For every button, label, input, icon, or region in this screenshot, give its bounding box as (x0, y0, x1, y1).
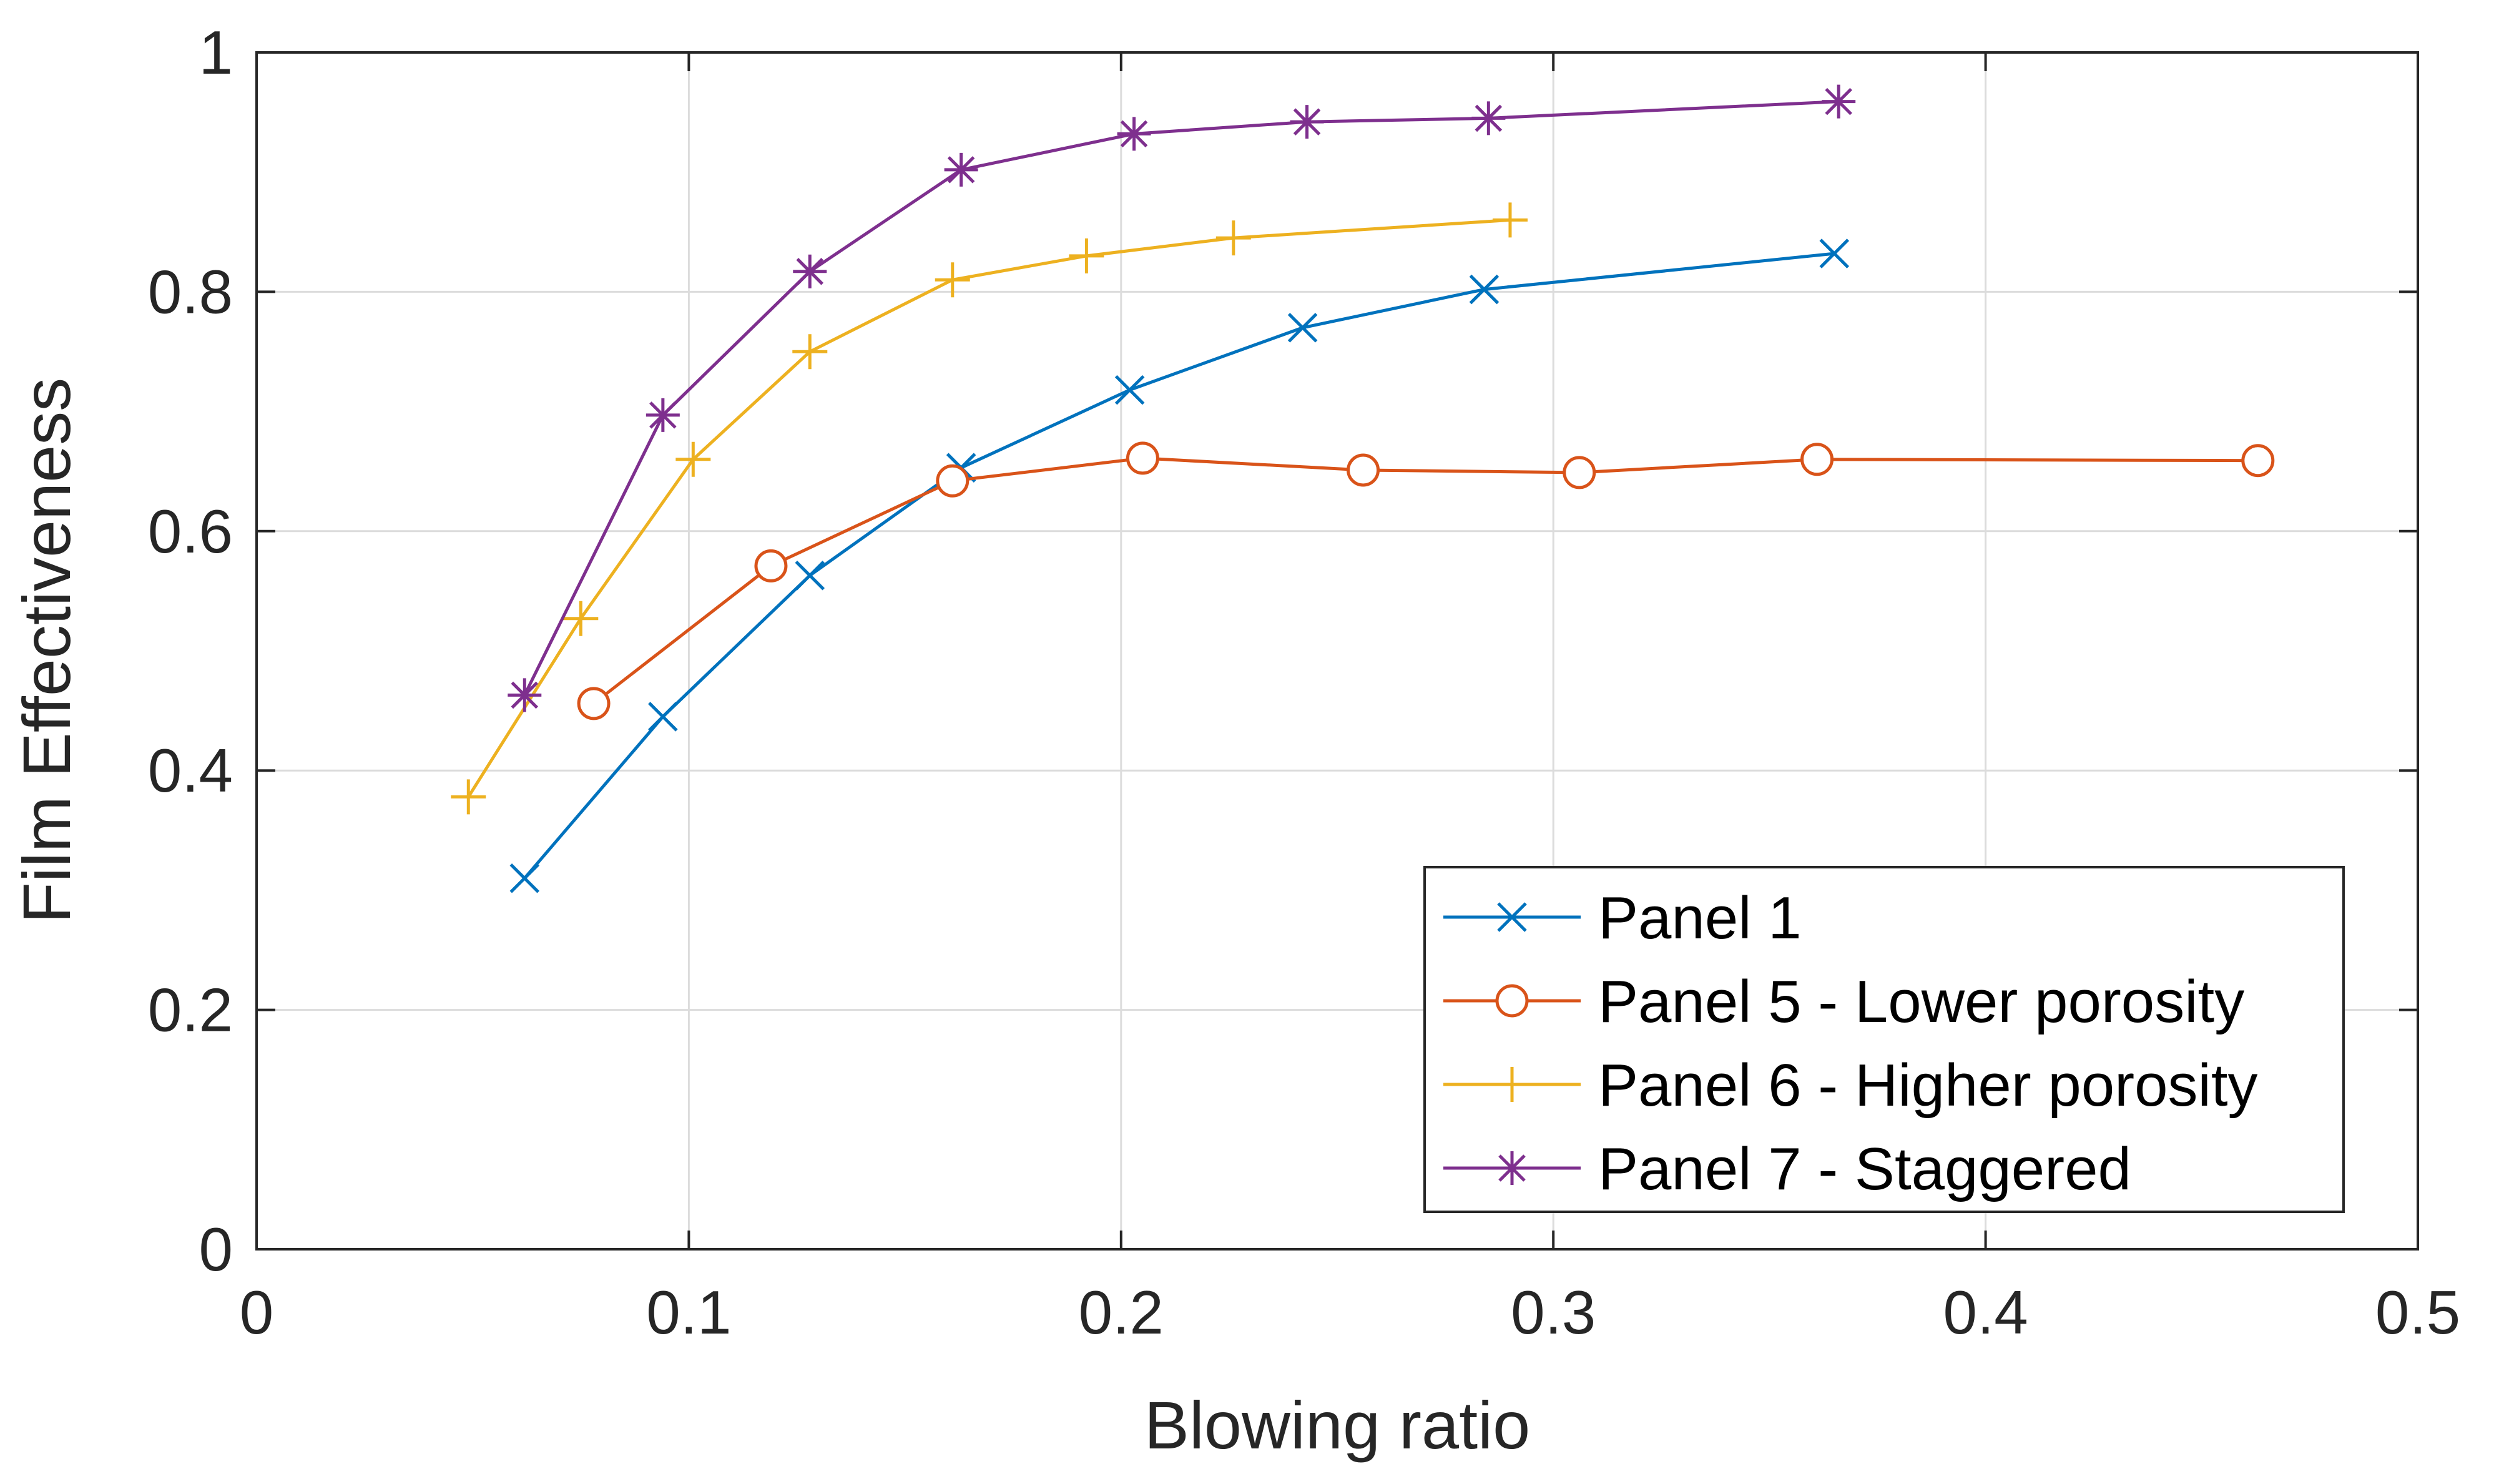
legend-marker (1495, 1067, 1529, 1102)
data-point (1347, 453, 1380, 487)
data-point (795, 560, 825, 591)
data-point (508, 678, 542, 712)
y-tick-label: 0 (199, 1215, 233, 1284)
series-2 (577, 441, 2275, 720)
data-point (793, 254, 827, 288)
data-point (1563, 456, 1596, 489)
legend-entry: Panel 5 - Lower porosity (1443, 968, 2244, 1035)
data-point (1469, 274, 1500, 305)
x-tick-label: 0.3 (1511, 1278, 1596, 1347)
legend: Panel 1 Panel 5 - Lower porosity Panel 6 -… (1423, 866, 2345, 1213)
data-point (451, 779, 486, 815)
data-point (1114, 375, 1145, 405)
x-tick-label: 0.2 (1079, 1278, 1164, 1347)
data-point (1822, 84, 1856, 119)
y-tick-label: 0.4 (148, 736, 233, 805)
data-point (1287, 313, 1318, 343)
series-line (523, 252, 1835, 880)
legend-label: Panel 5 - Lower porosity (1598, 968, 2244, 1035)
legend-marker (1495, 1151, 1529, 1185)
legend-marker (1495, 984, 1529, 1018)
data-point (2241, 444, 2275, 478)
data-point (1126, 441, 1159, 475)
series-line (467, 218, 1511, 798)
plot-area (255, 51, 2419, 1251)
data-point (754, 549, 788, 582)
legend-entries: Panel 1 Panel 5 - Lower porosity Panel 6 -… (1443, 885, 2258, 1202)
legend-label: Panel 6 - Higher porosity (1598, 1052, 2258, 1119)
data-point (944, 152, 978, 187)
series-group (451, 84, 2275, 893)
data-point (509, 863, 540, 893)
series-line (523, 100, 1839, 696)
series-3 (451, 202, 1528, 815)
legend-entry: Panel 1 (1443, 885, 1802, 951)
y-tick-label: 0.6 (148, 497, 233, 566)
series-4 (508, 84, 1856, 712)
data-point (577, 687, 611, 720)
data-point (648, 702, 678, 732)
data-point (1117, 117, 1151, 151)
series-line (592, 456, 2258, 705)
y-tick-label: 1 (199, 18, 233, 87)
x-tick-label: 0.5 (2375, 1278, 2460, 1347)
legend-label: Panel 1 (1598, 885, 1802, 951)
data-point (646, 398, 680, 432)
data-point (675, 441, 711, 477)
legend-marker (1497, 902, 1527, 932)
y-axis-label: Film Effectiveness (9, 378, 84, 923)
data-point (1069, 238, 1104, 273)
y-tick-label: 0.8 (148, 257, 233, 326)
x-tick-label: 0.4 (1943, 1278, 2028, 1347)
y-tick-label: 0.2 (148, 976, 233, 1044)
data-point (1471, 101, 1506, 135)
data-point (1819, 238, 1850, 268)
data-point (792, 334, 828, 370)
data-point (936, 464, 970, 498)
data-point (1800, 443, 1834, 476)
data-point (1215, 220, 1251, 256)
data-point (563, 601, 599, 636)
x-tick-label: 0.1 (646, 1278, 731, 1347)
data-point (935, 262, 970, 298)
x-tick-label: 0 (240, 1278, 274, 1347)
x-axis-label: Blowing ratio (1144, 1387, 1530, 1463)
legend-entry: Panel 6 - Higher porosity (1443, 1052, 2258, 1119)
legend-label: Panel 7 - Staggered (1598, 1136, 2131, 1202)
legend-entry: Panel 7 - Staggered (1443, 1136, 2131, 1202)
data-point (1290, 105, 1324, 139)
data-point (1492, 202, 1528, 238)
legend-box (1423, 866, 2345, 1213)
axis-ticks: 0 0.1 0.2 0.3 0.4 0.5 0 0.2 0.4 0.6 0.8 1 (148, 18, 2460, 1347)
